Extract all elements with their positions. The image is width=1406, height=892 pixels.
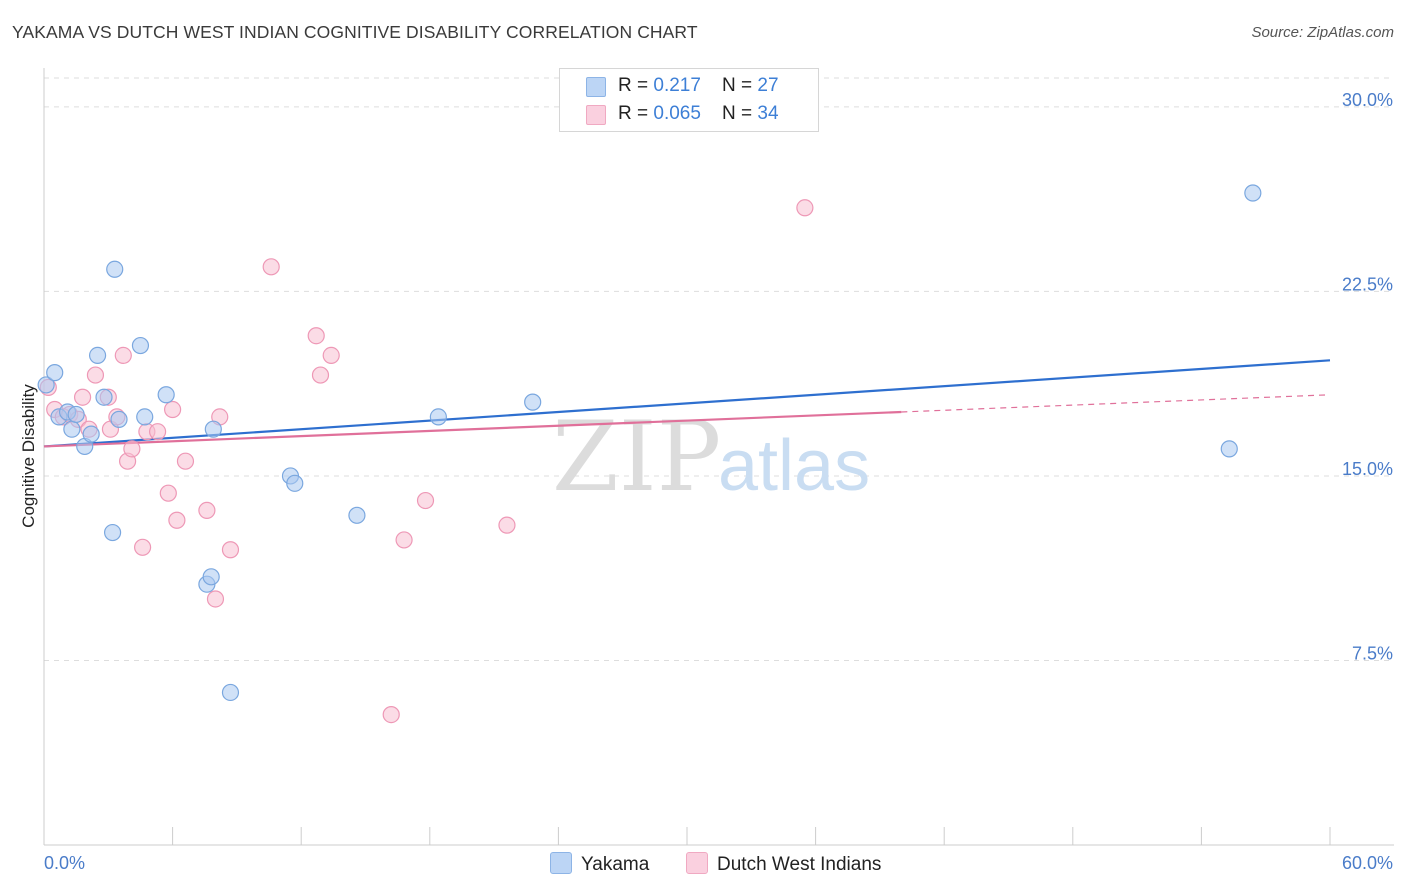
legend-n-value-yakama: 27 (757, 75, 779, 96)
yakama-point-4 (63, 420, 81, 438)
legend-r-label: R = (618, 103, 654, 124)
watermark-atlas: atlas (718, 426, 870, 506)
legend-r-value-dutch: 0.065 (653, 103, 701, 124)
yakama-point-24 (524, 393, 542, 411)
dutch-point-26 (307, 327, 325, 345)
correlation-legend: R = 0.217 N = 27 R = 0.065 N = 34 (559, 68, 819, 132)
data-points (37, 184, 1262, 724)
y-tick-label-3: 30.0% (1342, 90, 1393, 110)
yakama-swatch (586, 77, 606, 97)
dutch-point-24 (221, 541, 240, 559)
yakama-point-17 (202, 568, 220, 586)
dutch-point-29 (382, 706, 400, 724)
dutch-swatch (586, 105, 606, 125)
yakama-point-26 (1220, 440, 1238, 458)
dutch-point-30 (395, 531, 413, 549)
yakama-point-15 (157, 386, 175, 404)
y-axis-label: Cognitive Disability (19, 384, 38, 528)
yakama-point-25 (1244, 184, 1262, 202)
axes (43, 68, 1394, 846)
dutch-point-13 (123, 440, 141, 458)
dutch-point-19 (168, 511, 186, 529)
yakama-point-12 (106, 260, 124, 278)
tick-labels: 7.5% 15.0% 22.5% 30.0% 0.0% 60.0% (44, 90, 1393, 873)
dutch-point-27 (311, 366, 330, 384)
legend-r-label: R = (618, 75, 654, 96)
yakama-point-0 (37, 376, 55, 394)
dutch-point-20 (176, 452, 195, 470)
y-tick-label-2: 22.5% (1342, 274, 1393, 294)
yakama-point-22 (348, 506, 366, 524)
dutch-point-7 (86, 366, 105, 384)
yakama-trendline (43, 359, 1331, 448)
yakama-point-23 (429, 408, 447, 426)
dutch-point-5 (73, 388, 92, 406)
yakama-point-10 (103, 523, 122, 542)
dutch-point-16 (148, 423, 167, 441)
chart-title: YAKAMA VS DUTCH WEST INDIAN COGNITIVE DI… (12, 22, 698, 42)
yakama-point-9 (95, 388, 113, 406)
dutch-trendline (43, 410, 902, 448)
x-tick-label-max: 60.0% (1342, 853, 1393, 873)
dutch-legend-swatch (686, 852, 708, 874)
dutch-point-21 (198, 501, 216, 519)
legend-n-label: N = (722, 103, 758, 124)
trendlines (43, 359, 1331, 448)
yakama-point-11 (110, 410, 128, 428)
dutch-legend-label: Dutch West Indians (717, 854, 882, 875)
yakama-point-7 (82, 425, 100, 443)
dutch-point-11 (114, 346, 132, 364)
yakama-point-8 (88, 346, 107, 364)
dutch-point-14 (133, 538, 152, 556)
source-label: Source: ZipAtlas.com (1251, 24, 1394, 41)
yakama-point-5 (67, 405, 85, 424)
yakama-point-21 (286, 474, 304, 492)
dutch-point-33 (796, 199, 814, 217)
dutch-point-17 (159, 484, 177, 502)
x-tick-label-min: 0.0% (44, 853, 85, 873)
series-legend-yakama[interactable]: Yakama (550, 852, 649, 876)
yakama-point-1 (46, 364, 64, 382)
yakama-legend-swatch (550, 852, 572, 874)
legend-n-label: N = (722, 75, 758, 96)
legend-n-value-dutch: 34 (757, 103, 779, 124)
yakama-point-14 (136, 408, 154, 426)
dutch-trendline-extension (901, 394, 1331, 413)
legend-r-value-yakama: 0.217 (653, 75, 701, 96)
yakama-point-18 (204, 420, 222, 438)
dutch-point-18 (164, 400, 182, 419)
series-legend-dutch[interactable]: Dutch West Indians (686, 852, 881, 876)
watermark-zip: ZIP (552, 401, 721, 513)
dutch-point-31 (416, 491, 435, 510)
dutch-point-32 (498, 516, 516, 534)
dutch-point-25 (262, 258, 280, 276)
dutch-point-22 (206, 590, 225, 608)
yakama-point-19 (221, 683, 240, 702)
yakama-legend-label: Yakama (581, 854, 650, 875)
y-tick-label-0: 7.5% (1352, 643, 1393, 663)
yakama-point-13 (131, 336, 150, 355)
dutch-point-28 (322, 346, 340, 364)
y-tick-label-1: 15.0% (1342, 459, 1393, 479)
